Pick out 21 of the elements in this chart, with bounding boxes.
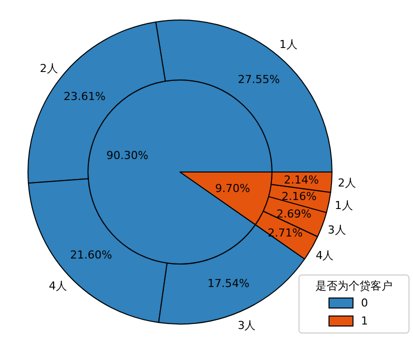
slice-label: 2人 (338, 176, 356, 190)
data-label: 2.16% (282, 190, 317, 203)
legend-label: 1 (361, 314, 368, 328)
data-label: 2.71% (268, 226, 303, 240)
data-label: 21.60% (70, 248, 112, 262)
slice-label: 1人 (334, 199, 353, 212)
data-label: 2.69% (276, 208, 312, 221)
slice-label: 2人 (40, 62, 58, 75)
legend-title: 是否为个贷客户 (316, 280, 392, 292)
slice-label: 3人 (328, 224, 346, 237)
data-label: 90.30% (106, 148, 148, 162)
data-label: 23.61% (64, 90, 106, 104)
data-label: 27.55% (238, 72, 280, 86)
slice-label: 4人 (316, 249, 334, 262)
data-label: 9.70% (215, 182, 250, 196)
legend-label: 0 (361, 296, 368, 310)
slice-label: 1人 (279, 38, 298, 52)
slice-label: 4人 (48, 280, 67, 293)
data-label: 17.54% (208, 277, 250, 290)
data-label: 2.14% (284, 174, 319, 187)
slice-label: 3人 (238, 318, 256, 332)
